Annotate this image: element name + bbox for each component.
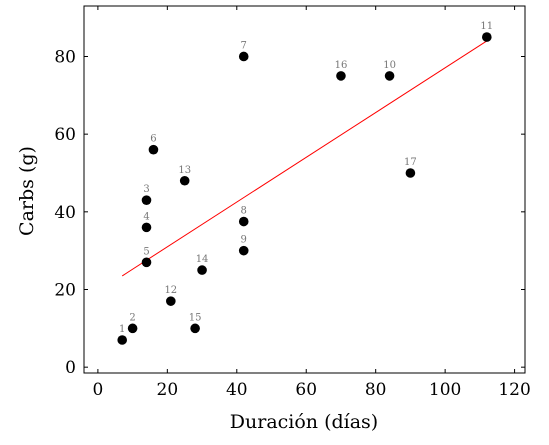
x-tick-label: 100 (429, 380, 461, 400)
data-point (384, 71, 395, 81)
y-tick-label: 40 (54, 203, 76, 223)
ticks: 0 20 40 60 80 100 120 0 20 40 60 80 (54, 6, 531, 400)
data-point (141, 257, 152, 268)
data-point (179, 175, 190, 186)
data-point-label: 8 (241, 206, 247, 217)
y-axis-title: Carbs (g) (16, 146, 38, 236)
x-tick-label: 20 (157, 380, 179, 400)
data-point-label: 15 (189, 312, 202, 323)
data-point (238, 216, 249, 227)
data-point (141, 222, 152, 233)
data-point-label: 6 (150, 134, 156, 145)
data-point (336, 71, 346, 81)
data-point-label: 11 (480, 21, 493, 32)
x-tick-label: 80 (365, 380, 387, 400)
data-point (141, 195, 152, 205)
data-point-label: 4 (143, 211, 149, 222)
y-tick-label: 0 (65, 358, 76, 378)
x-axis-title: Duración (días) (230, 411, 378, 433)
x-tick-label: 0 (92, 380, 103, 400)
data-point (148, 144, 159, 155)
data-point-label: 2 (129, 312, 135, 323)
data-point (127, 323, 138, 334)
x-tick-label: 120 (498, 380, 530, 400)
x-tick-label: 40 (226, 380, 248, 400)
data-point-label: 16 (335, 60, 348, 71)
data-point (166, 296, 176, 306)
trendline-layer (121, 40, 488, 277)
data-point (238, 51, 249, 62)
plot-frame (83, 5, 526, 374)
data-point-label: 7 (241, 40, 247, 51)
trendline (121, 40, 488, 277)
y-tick-label: 20 (54, 281, 76, 301)
x-tick-label: 60 (295, 380, 317, 400)
data-point (117, 335, 127, 345)
y-tick-label: 80 (54, 47, 76, 67)
data-point-label: 12 (164, 285, 177, 296)
y-tick-label: 60 (54, 125, 76, 145)
data-point-label: 9 (241, 235, 247, 246)
data-point-label: 3 (143, 184, 149, 195)
data-point-label: 14 (196, 254, 209, 265)
points-layer (117, 32, 492, 345)
data-point-label: 1 (119, 324, 125, 335)
data-point-label: 10 (383, 60, 396, 71)
data-point (190, 323, 200, 334)
data-point (238, 245, 249, 256)
data-point (197, 265, 207, 275)
data-point (405, 168, 416, 178)
data-point-label: 17 (404, 157, 417, 168)
data-point-label: 5 (143, 246, 149, 257)
data-point-label: 13 (178, 165, 191, 176)
data-point (482, 32, 492, 42)
axes (83, 5, 526, 374)
